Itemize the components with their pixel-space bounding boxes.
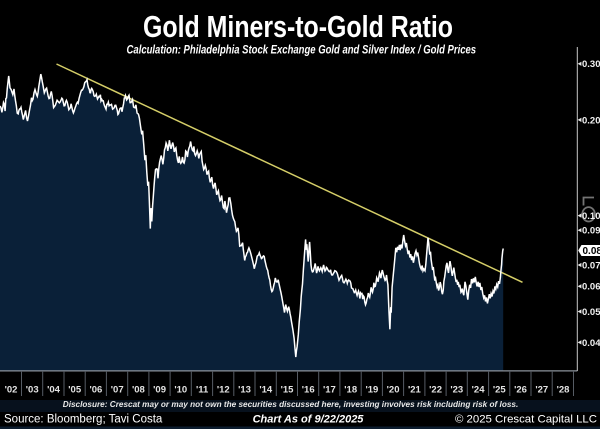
- svg-text:Chart As of 9/22/2025: Chart As of 9/22/2025: [253, 414, 365, 426]
- svg-text:Gold Miners-to-Gold Ratio: Gold Miners-to-Gold Ratio: [143, 9, 453, 43]
- svg-text:'22: '22: [429, 385, 442, 396]
- svg-text:0.09: 0.09: [582, 226, 600, 237]
- svg-text:0.30: 0.30: [582, 59, 600, 70]
- svg-text:'13: '13: [238, 385, 251, 396]
- svg-text:'15: '15: [281, 385, 295, 396]
- svg-text:'20: '20: [387, 385, 400, 396]
- svg-text:'12: '12: [217, 385, 230, 396]
- svg-text:0.05: 0.05: [582, 307, 600, 318]
- svg-text:'03: '03: [26, 385, 39, 396]
- svg-text:Disclosure: Crescat may or may: Disclosure: Crescat may or may not own t…: [63, 399, 519, 409]
- svg-text:'23: '23: [450, 385, 463, 396]
- svg-text:'06: '06: [89, 385, 102, 396]
- svg-text:0.07: 0.07: [582, 260, 600, 271]
- svg-text:0.08: 0.08: [583, 246, 600, 257]
- svg-text:0.06: 0.06: [582, 282, 600, 293]
- svg-text:'17: '17: [323, 385, 336, 396]
- svg-text:'14: '14: [259, 385, 273, 396]
- svg-text:'21: '21: [408, 385, 422, 396]
- svg-text:'18: '18: [344, 385, 357, 396]
- svg-text:Source: Bloomberg; Tavi Costa: Source: Bloomberg; Tavi Costa: [4, 414, 163, 426]
- svg-text:'25: '25: [493, 385, 507, 396]
- svg-text:'11: '11: [196, 385, 209, 396]
- svg-text:0.04: 0.04: [582, 338, 600, 349]
- svg-text:'16: '16: [302, 385, 315, 396]
- svg-text:'09: '09: [153, 385, 166, 396]
- svg-text:'28: '28: [557, 385, 570, 396]
- svg-text:0.10: 0.10: [582, 211, 600, 222]
- svg-text:0.20: 0.20: [582, 115, 600, 126]
- svg-text:'07: '07: [111, 385, 124, 396]
- svg-text:'19: '19: [365, 385, 378, 396]
- svg-text:'24: '24: [472, 385, 486, 396]
- svg-text:'02: '02: [5, 385, 18, 396]
- svg-text:'05: '05: [68, 385, 82, 396]
- svg-text:'08: '08: [132, 385, 145, 396]
- svg-text:© 2025 Crescat Capital LLC: © 2025 Crescat Capital LLC: [455, 414, 597, 426]
- svg-text:'27: '27: [535, 385, 548, 396]
- svg-text:'04: '04: [47, 385, 61, 396]
- svg-text:'26: '26: [514, 385, 527, 396]
- svg-text:Calculation: Philadelphia Stoc: Calculation: Philadelphia Stock Exchange…: [127, 44, 477, 57]
- svg-text:'10: '10: [174, 385, 187, 396]
